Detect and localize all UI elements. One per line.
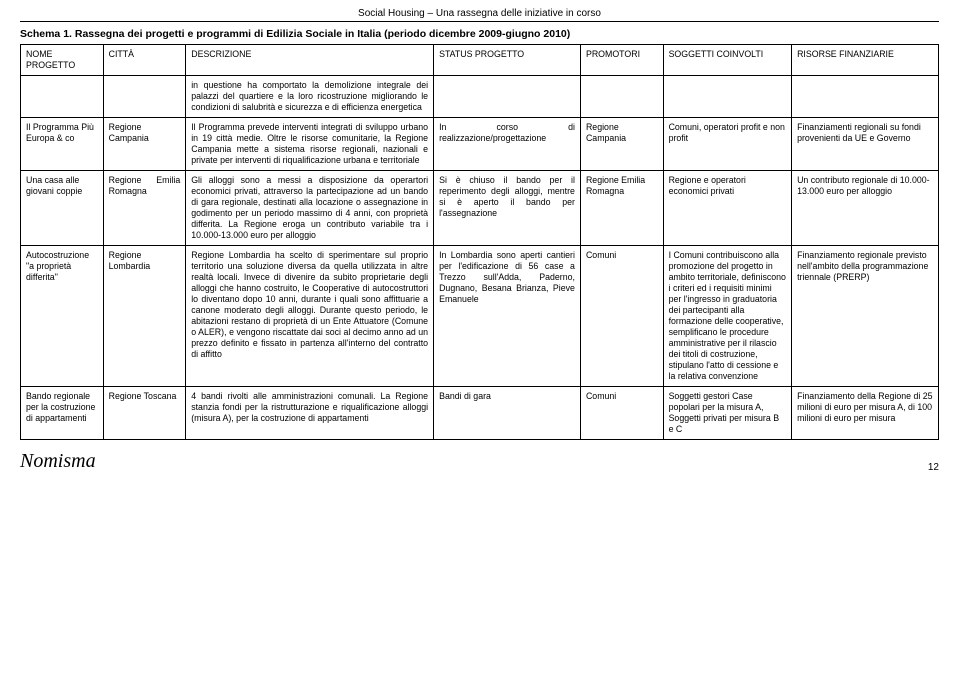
cell-fin: Un contributo regionale di 10.000-13.000… xyxy=(792,170,939,245)
cell-citta xyxy=(103,75,186,117)
cell-fin: Finanziamento regionale previsto nell'am… xyxy=(792,245,939,386)
cell-status xyxy=(434,75,581,117)
cell-fin: Finanziamenti regionali su fondi proveni… xyxy=(792,117,939,170)
cell-nome: Bando regionale per la costruzione di ap… xyxy=(21,386,104,439)
breadcrumb: Social Housing – Una rassegna delle iniz… xyxy=(20,8,939,22)
logo: Nomisma xyxy=(20,450,96,473)
cell-desc: Gli alloggi sono a messi a disposizione … xyxy=(186,170,434,245)
cell-prom: Comuni xyxy=(580,386,663,439)
cell-status: In corso di realizzazione/progettazione xyxy=(434,117,581,170)
table-row: Autocostruzione "a proprietà differita" … xyxy=(21,245,939,386)
cell-nome: Una casa alle giovani coppie xyxy=(21,170,104,245)
page-footer: Nomisma 12 xyxy=(20,450,939,473)
table-row: Bando regionale per la costruzione di ap… xyxy=(21,386,939,439)
cell-fin: Finanziamento della Regione di 25 milion… xyxy=(792,386,939,439)
cell-status: Si è chiuso il bando per il reperimento … xyxy=(434,170,581,245)
cell-citta: Regione Emilia Romagna xyxy=(103,170,186,245)
col-sogg: SOGGETTI COINVOLTI xyxy=(663,45,792,76)
cell-prom: Comuni xyxy=(580,245,663,386)
col-prom: PROMOTORI xyxy=(580,45,663,76)
table-header-row: NOME PROGETTO CITTÀ DESCRIZIONE STATUS P… xyxy=(21,45,939,76)
cell-prom: Regione Campania xyxy=(580,117,663,170)
cell-desc: Il Programma prevede interventi integrat… xyxy=(186,117,434,170)
cell-nome: Autocostruzione "a proprietà differita" xyxy=(21,245,104,386)
cell-status: In Lombardia sono aperti cantieri per l'… xyxy=(434,245,581,386)
cell-citta: Regione Toscana xyxy=(103,386,186,439)
schema-title: Schema 1. Rassegna dei progetti e progra… xyxy=(20,28,939,40)
col-status: STATUS PROGETTO xyxy=(434,45,581,76)
cell-sogg: Regione e operatori economici privati xyxy=(663,170,792,245)
cell-desc: 4 bandi rivolti alle amministrazioni com… xyxy=(186,386,434,439)
cell-sogg xyxy=(663,75,792,117)
projects-table: NOME PROGETTO CITTÀ DESCRIZIONE STATUS P… xyxy=(20,44,939,440)
cell-desc: in questione ha comportato la demolizion… xyxy=(186,75,434,117)
cell-desc: Regione Lombardia ha scelto di speriment… xyxy=(186,245,434,386)
cell-status: Bandi di gara xyxy=(434,386,581,439)
table-row: Una casa alle giovani coppie Regione Emi… xyxy=(21,170,939,245)
page-number: 12 xyxy=(928,462,939,473)
cell-sogg: Comuni, operatori profit e non profit xyxy=(663,117,792,170)
cell-nome: Il Programma Più Europa & co xyxy=(21,117,104,170)
cell-citta: Regione Lombardia xyxy=(103,245,186,386)
cell-prom: Regione Emilia Romagna xyxy=(580,170,663,245)
table-row: Il Programma Più Europa & co Regione Cam… xyxy=(21,117,939,170)
col-nome: NOME PROGETTO xyxy=(21,45,104,76)
cell-citta: Regione Campania xyxy=(103,117,186,170)
cell-nome xyxy=(21,75,104,117)
cell-sogg: Soggetti gestori Case popolari per la mi… xyxy=(663,386,792,439)
cell-sogg: I Comuni contribuiscono alla promozione … xyxy=(663,245,792,386)
cell-prom xyxy=(580,75,663,117)
table-row: in questione ha comportato la demolizion… xyxy=(21,75,939,117)
col-citta: CITTÀ xyxy=(103,45,186,76)
cell-fin xyxy=(792,75,939,117)
col-fin: RISORSE FINANZIARIE xyxy=(792,45,939,76)
col-desc: DESCRIZIONE xyxy=(186,45,434,76)
